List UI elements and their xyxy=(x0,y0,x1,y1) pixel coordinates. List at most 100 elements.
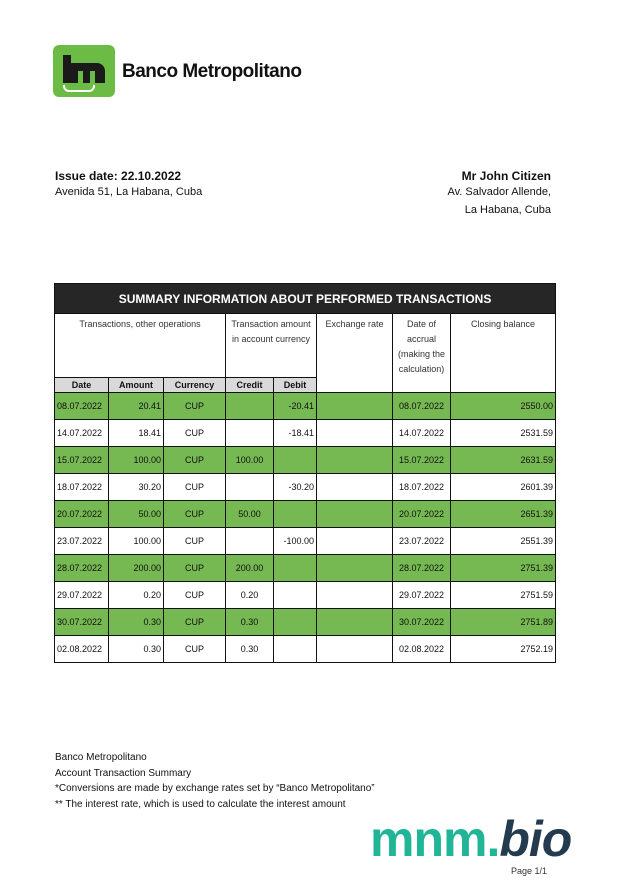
cell-closing-balance: 2752.19 xyxy=(449,635,557,663)
watermark-part: bio xyxy=(499,811,572,867)
cell-accrual-date: 30.07.2022 xyxy=(392,608,451,636)
cell-date: 30.07.2022 xyxy=(54,608,109,636)
cell-amount: 200.00 xyxy=(108,554,164,582)
cell-credit xyxy=(225,392,274,420)
cell-closing-balance: 2751.39 xyxy=(449,554,557,582)
cell-currency: CUP xyxy=(163,446,226,474)
cell-currency: CUP xyxy=(163,581,226,609)
cell-exchange-rate xyxy=(316,446,393,474)
cell-credit: 0.30 xyxy=(225,608,274,636)
subheader-debit: Debit xyxy=(273,377,317,393)
cell-amount: 50.00 xyxy=(108,500,164,528)
cell-closing-balance: 2651.39 xyxy=(449,500,557,528)
cell-exchange-rate xyxy=(316,554,393,582)
cell-amount: 100.00 xyxy=(108,527,164,555)
issuer-address: Avenida 51, La Habana, Cuba xyxy=(55,186,203,198)
cell-currency: CUP xyxy=(163,392,226,420)
cell-date: 20.07.2022 xyxy=(54,500,109,528)
cell-amount: 20.41 xyxy=(108,392,164,420)
cell-debit: -18.41 xyxy=(273,419,317,447)
bank-name: Banco Metropolitano xyxy=(122,61,302,82)
recipient-address-1: Av. Salvador Allende, xyxy=(447,186,551,198)
cell-credit xyxy=(225,419,274,447)
cell-exchange-rate xyxy=(316,500,393,528)
cell-credit: 100.00 xyxy=(225,446,274,474)
table-row: 02.08.2022 0.30 CUP 0.30 02.08.2022 2752.19 xyxy=(54,635,557,663)
table-row: 18.07.2022 30.20 CUP -30.20 18.07.2022 2601.3… xyxy=(54,473,557,501)
transactions-table: SUMMARY INFORMATION ABOUT PERFORMED TRAN… xyxy=(53,283,557,663)
cell-debit xyxy=(273,635,317,663)
cell-debit: -100.00 xyxy=(273,527,317,555)
watermark-part: mnm. xyxy=(370,811,500,867)
cell-debit: -30.20 xyxy=(273,473,317,501)
header-transactions: Transactions, other operations xyxy=(54,313,226,378)
cell-debit xyxy=(273,554,317,582)
header-transaction-amount: Transaction amount in account currency xyxy=(225,313,317,378)
cell-debit xyxy=(273,446,317,474)
table-row: 15.07.2022 100.00 CUP 100.00 15.07.2022 2631.… xyxy=(54,446,557,474)
table-row: 23.07.2022 100.00 CUP -100.00 23.07.2022 2551… xyxy=(54,527,557,555)
cell-closing-balance: 2550.00 xyxy=(449,392,557,420)
cell-accrual-date: 14.07.2022 xyxy=(392,419,451,447)
cell-currency: CUP xyxy=(163,473,226,501)
cell-exchange-rate xyxy=(316,608,393,636)
cell-amount: 0.30 xyxy=(108,608,164,636)
cell-accrual-date: 23.07.2022 xyxy=(392,527,451,555)
cell-accrual-date: 18.07.2022 xyxy=(392,473,451,501)
cell-amount: 30.20 xyxy=(108,473,164,501)
footer-line: ** The interest rate, which is used to c… xyxy=(55,799,346,810)
cell-date: 23.07.2022 xyxy=(54,527,109,555)
cell-credit: 50.00 xyxy=(225,500,274,528)
cell-exchange-rate xyxy=(316,635,393,663)
cell-accrual-date: 08.07.2022 xyxy=(392,392,451,420)
cell-amount: 18.41 xyxy=(108,419,164,447)
cell-date: 08.07.2022 xyxy=(54,392,109,420)
header-exchange-rate: Exchange rate xyxy=(316,313,393,393)
header-date-of-accrual: Date of accrual (making the calculation) xyxy=(392,313,451,393)
cell-amount: 100.00 xyxy=(108,446,164,474)
cell-date: 28.07.2022 xyxy=(54,554,109,582)
recipient-name: Mr John Citizen xyxy=(461,169,551,183)
page-number: Page 1/1 xyxy=(511,866,548,876)
cell-currency: CUP xyxy=(163,527,226,555)
bank-logo xyxy=(53,45,115,97)
cell-amount: 0.20 xyxy=(108,581,164,609)
cell-currency: CUP xyxy=(163,608,226,636)
table-row: 30.07.2022 0.30 CUP 0.30 30.07.2022 2751.89 xyxy=(54,608,557,636)
cell-credit: 0.20 xyxy=(225,581,274,609)
cell-credit xyxy=(225,473,274,501)
cell-date: 02.08.2022 xyxy=(54,635,109,663)
cell-currency: CUP xyxy=(163,500,226,528)
cell-closing-balance: 2531.59 xyxy=(449,419,557,447)
cell-date: 29.07.2022 xyxy=(54,581,109,609)
subheader-amount: Amount xyxy=(108,377,164,393)
cell-exchange-rate xyxy=(316,473,393,501)
cell-accrual-date: 15.07.2022 xyxy=(392,446,451,474)
cell-debit xyxy=(273,608,317,636)
cell-accrual-date: 28.07.2022 xyxy=(392,554,451,582)
table-row: 14.07.2022 18.41 CUP -18.41 14.07.2022 2531.5… xyxy=(54,419,557,447)
table-row: 20.07.2022 50.00 CUP 50.00 20.07.2022 2651.39 xyxy=(54,500,557,528)
subheader-date: Date xyxy=(54,377,109,393)
cell-accrual-date: 02.08.2022 xyxy=(392,635,451,663)
table-row: 08.07.2022 20.41 CUP -20.41 08.07.2022 2550.0… xyxy=(54,392,557,420)
cell-closing-balance: 2601.39 xyxy=(449,473,557,501)
cell-date: 15.07.2022 xyxy=(54,446,109,474)
cell-credit xyxy=(225,527,274,555)
watermark: mnm.bio xyxy=(370,811,572,867)
recipient-address-2: La Habana, Cuba xyxy=(464,204,551,216)
cell-currency: CUP xyxy=(163,419,226,447)
cell-closing-balance: 2551.39 xyxy=(449,527,557,555)
cell-exchange-rate xyxy=(316,419,393,447)
cell-amount: 0.30 xyxy=(108,635,164,663)
cell-accrual-date: 29.07.2022 xyxy=(392,581,451,609)
footer-line: Banco Metropolitano xyxy=(55,752,147,763)
cell-date: 18.07.2022 xyxy=(54,473,109,501)
issue-date: Issue date: 22.10.2022 xyxy=(55,169,182,183)
header-closing-balance: Closing balance xyxy=(449,313,557,393)
table-title: SUMMARY INFORMATION ABOUT PERFORMED TRAN… xyxy=(53,283,557,314)
table-row: 28.07.2022 200.00 CUP 200.00 28.07.2022 2751.… xyxy=(54,554,557,582)
cell-debit xyxy=(273,581,317,609)
cell-currency: CUP xyxy=(163,635,226,663)
